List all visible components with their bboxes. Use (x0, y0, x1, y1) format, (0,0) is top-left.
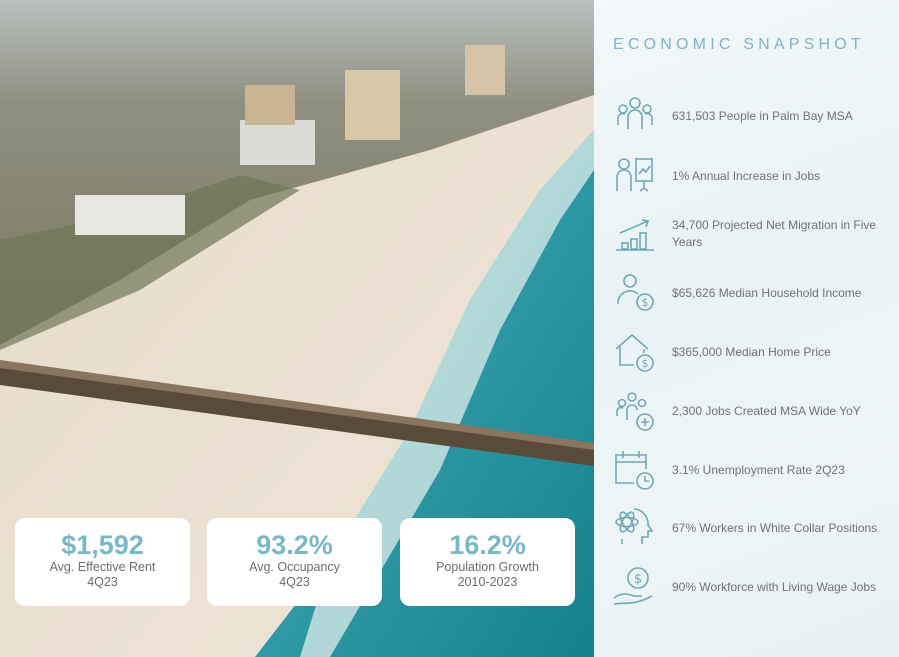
stat-text: 34,700 Projected Net Migration in Five Y… (672, 218, 877, 249)
card-label: Avg. Effective Rent (49, 560, 156, 574)
panel-title: ECONOMIC SNAPSHOT (613, 36, 865, 53)
stat-text: 3.1% Unemployment Rate 2Q23 (672, 462, 845, 477)
head-atom-icon (615, 508, 654, 544)
stat-text: $365,000 Median Home Price (672, 344, 831, 359)
stat-item: $ 90% Workforce with Living Wage Jobs (612, 562, 897, 612)
card-period: 4Q23 (87, 575, 118, 589)
growth-bars-icon (616, 219, 654, 251)
svg-text:$: $ (642, 357, 649, 370)
stat-item: 2,300 Jobs Created MSA Wide YoY (612, 386, 897, 436)
stat-text: 1% Annual Increase in Jobs (672, 168, 821, 183)
stat-text: $65,626 Median Household Income (672, 285, 862, 300)
stat-item: 631,503 People in Palm Bay MSA (612, 91, 897, 141)
stat-text: 2,300 Jobs Created MSA Wide YoY (672, 403, 861, 418)
stat-item: $ $65,626 Median Household Income (612, 268, 897, 318)
stat-item: 1% Annual Increase in Jobs (612, 151, 897, 201)
stat-card-occupancy: 93.2% Avg. Occupancy 4Q23 (207, 518, 382, 606)
svg-text:$: $ (642, 296, 649, 309)
stat-card-population-growth: 16.2% Population Growth 2010-2023 (400, 518, 575, 606)
house-dollar-icon: $ (615, 333, 654, 372)
presenter-chart-icon (616, 158, 653, 192)
economic-snapshot-panel: ECONOMIC SNAPSHOT 631,503 People in Palm… (594, 0, 899, 657)
card-period: 2010-2023 (457, 575, 518, 589)
stat-item: 34,700 Projected Net Migration in Five Y… (612, 209, 897, 259)
stat-card-rent: $1,592 Avg. Effective Rent 4Q23 (15, 518, 190, 606)
stat-text: 631,503 People in Palm Bay MSA (672, 108, 853, 123)
card-label: Avg. Occupancy (249, 560, 340, 574)
people-plus-icon (616, 392, 654, 431)
card-value: 93.2% (256, 530, 333, 560)
card-value: $1,592 (61, 530, 144, 560)
stat-text: 90% Workforce with Living Wage Jobs (672, 579, 877, 594)
card-period: 4Q23 (279, 575, 310, 589)
person-dollar-icon: $ (617, 274, 654, 311)
calendar-clock-icon (615, 451, 654, 490)
stat-item: 67% Workers in White Collar Positions (612, 503, 897, 553)
card-label: Population Growth (436, 560, 539, 574)
people-group-icon (617, 97, 653, 129)
stat-item: 3.1% Unemployment Rate 2Q23 (612, 445, 897, 495)
svg-text:$: $ (634, 572, 642, 587)
stat-text: 67% Workers in White Collar Positions (672, 520, 878, 535)
card-value: 16.2% (449, 530, 526, 560)
hand-coin-icon: $ (613, 567, 653, 605)
stat-item: $ $365,000 Median Home Price (612, 327, 897, 377)
